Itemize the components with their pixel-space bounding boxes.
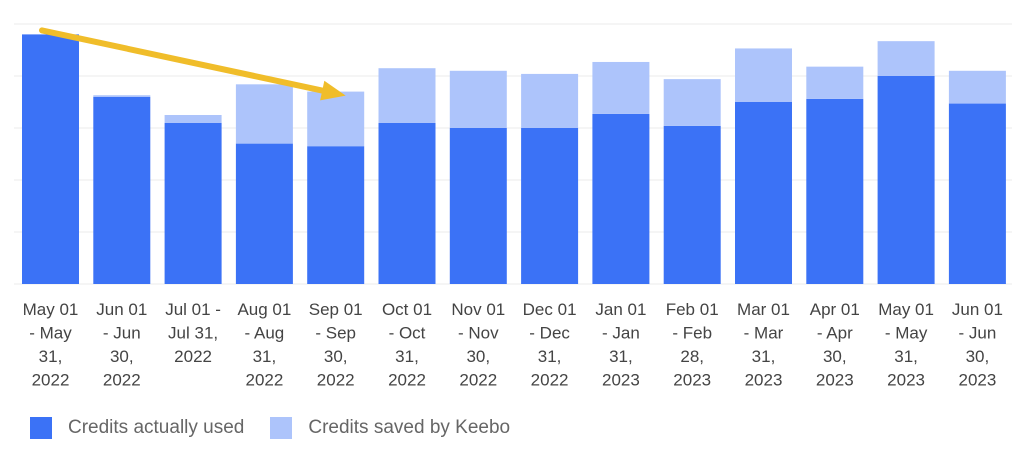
x-tick-label: Jun 01 — [952, 300, 1003, 319]
x-tick-label: - Jun — [959, 324, 997, 343]
x-tick-label: - May — [29, 324, 72, 343]
bar-credits-saved[interactable] — [449, 70, 507, 128]
bar-credits-used[interactable] — [877, 76, 935, 284]
bar-credits-saved[interactable] — [735, 48, 792, 102]
x-tick-label: 31, — [609, 347, 633, 366]
bar-credits-saved[interactable] — [948, 70, 1006, 104]
x-tick-label: 2022 — [174, 347, 212, 366]
x-tick-label: Apr 01 — [810, 300, 860, 319]
x-tick-label: 31, — [894, 347, 918, 366]
x-axis-tick-labels: May 01 - May 31, 2022 Jun 01 - Jun 30, 2022 Jul … — [23, 300, 1003, 390]
bar-credits-saved[interactable] — [164, 115, 222, 123]
x-tick-label: 30, — [966, 347, 990, 366]
bar-credits-saved[interactable] — [235, 84, 293, 144]
bar-credits-saved[interactable] — [93, 95, 151, 97]
bar-credits-used[interactable] — [735, 102, 792, 284]
bar-credits-used[interactable] — [449, 128, 507, 284]
bar-credits-used[interactable] — [806, 98, 864, 284]
bar-credits-used[interactable] — [22, 34, 79, 285]
legend-label-used: Credits actually used — [68, 417, 245, 438]
x-tick-label: 31, — [752, 347, 776, 366]
x-tick-label: 2022 — [388, 371, 426, 390]
legend-swatch-saved — [270, 417, 293, 439]
x-tick-label: 2023 — [958, 371, 996, 390]
bar-credits-used[interactable] — [93, 96, 151, 284]
x-tick-label: May 01 — [878, 300, 934, 319]
x-tick-label: 2022 — [317, 371, 355, 390]
x-tick-label: Aug 01 — [237, 300, 291, 319]
bar-credits-used[interactable] — [307, 146, 365, 284]
trend-arrow-shaft — [39, 27, 326, 94]
x-tick-label: - Feb — [672, 324, 712, 343]
bar-credits-used[interactable] — [164, 122, 222, 284]
x-tick-label: 2023 — [816, 371, 854, 390]
x-tick-label: 31, — [395, 347, 419, 366]
x-tick-label: - Dec — [529, 324, 570, 343]
trend-annotation — [39, 27, 346, 101]
x-tick-label: - Jan — [602, 324, 640, 343]
x-tick-label: Feb 01 — [666, 300, 719, 319]
x-tick-label: 2023 — [602, 371, 640, 390]
bar-credits-saved[interactable] — [592, 61, 650, 114]
x-tick-label: - Aug — [245, 324, 285, 343]
trend-arrow-head — [320, 80, 346, 101]
legend-label-saved: Credits saved by Keebo — [308, 417, 511, 438]
x-tick-label: Jun 01 — [96, 300, 147, 319]
bar-credits-used[interactable] — [948, 103, 1006, 284]
x-tick-label: 2022 — [103, 371, 141, 390]
x-tick-label: Nov 01 — [451, 300, 505, 319]
x-tick-label: 2023 — [745, 371, 783, 390]
x-tick-label: Oct 01 — [382, 300, 432, 319]
x-tick-label: 2023 — [887, 371, 925, 390]
bars — [22, 34, 1006, 285]
x-tick-label: 2022 — [531, 371, 569, 390]
x-tick-label: - Oct — [389, 324, 426, 343]
x-tick-label: 30, — [823, 347, 847, 366]
bar-credits-used[interactable] — [378, 122, 436, 284]
legend-item-used[interactable]: Credits actually used — [30, 417, 244, 439]
x-tick-label: 31, — [538, 347, 562, 366]
bar-credits-saved[interactable] — [877, 41, 935, 76]
x-tick-label: 30, — [466, 347, 490, 366]
x-tick-label: Jul 31, — [168, 324, 218, 343]
x-tick-label: - Jun — [103, 324, 141, 343]
x-tick-label: Jan 01 — [595, 300, 646, 319]
bar-credits-used[interactable] — [663, 125, 721, 284]
x-tick-label: 2022 — [32, 371, 70, 390]
stacked-bar-chart: May 01 - May 31, 2022 Jun 01 - Jun 30, 2022 Jul … — [14, 23, 1012, 390]
x-tick-label: - Mar — [744, 324, 784, 343]
x-tick-label: 2022 — [459, 371, 497, 390]
bar-credits-used[interactable] — [235, 143, 293, 284]
x-tick-label: 28, — [680, 347, 704, 366]
legend: Credits actually used Credits saved by K… — [30, 417, 536, 439]
x-tick-label: Mar 01 — [737, 300, 790, 319]
legend-swatch-used — [30, 417, 52, 439]
x-tick-label: - May — [885, 324, 928, 343]
bar-credits-saved[interactable] — [307, 91, 365, 147]
x-tick-label: 31, — [253, 347, 277, 366]
bar-credits-saved[interactable] — [806, 66, 864, 99]
x-tick-label: 31, — [39, 347, 63, 366]
x-tick-label: Dec 01 — [523, 300, 577, 319]
x-tick-label: 2023 — [673, 371, 711, 390]
bar-credits-saved[interactable] — [521, 73, 579, 128]
x-tick-label: 30, — [110, 347, 134, 366]
bar-credits-saved[interactable] — [378, 68, 436, 123]
bar-credits-used[interactable] — [592, 113, 650, 285]
legend-item-saved[interactable]: Credits saved by Keebo — [270, 417, 510, 439]
bar-credits-used[interactable] — [521, 128, 579, 284]
x-tick-label: 30, — [324, 347, 348, 366]
x-tick-label: - Nov — [458, 324, 499, 343]
bar-credits-saved[interactable] — [663, 79, 721, 126]
x-tick-label: May 01 — [23, 300, 79, 319]
x-tick-label: Jul 01 - — [165, 300, 221, 319]
x-tick-label: Sep 01 — [309, 300, 363, 319]
x-tick-label: - Sep — [315, 324, 356, 343]
x-tick-label: - Apr — [817, 324, 853, 343]
x-tick-label: 2022 — [245, 371, 283, 390]
